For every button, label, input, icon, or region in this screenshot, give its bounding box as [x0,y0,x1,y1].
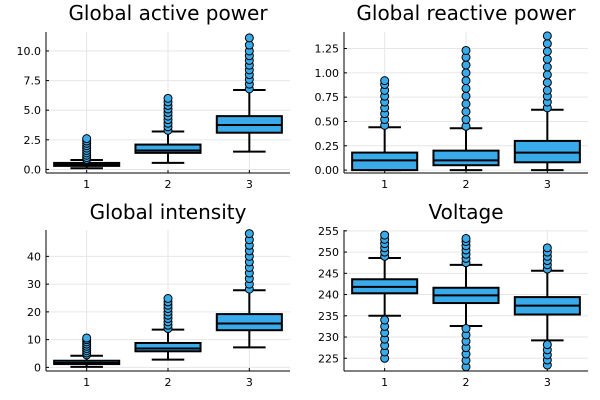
box-group [53,134,121,170]
box [134,143,202,154]
outlier-point [380,315,390,325]
chart-panel-1: 0.0 2.5 5.0 7.5 10.0 1 2 3 Global active power [17,1,290,191]
y-tick-label: 235 [318,310,339,323]
y-tick-label: 240 [318,289,339,302]
box-group [53,333,121,368]
outlier-point [244,33,254,43]
box [432,149,500,167]
x-tick-label: 2 [463,178,470,191]
x-tick-label: 3 [246,178,253,191]
x-tick-label: 2 [165,376,172,389]
outlier-point [461,76,471,86]
outlier-point [461,107,471,117]
x-tick-label: 1 [83,178,90,191]
x-tick-label: 2 [165,178,172,191]
outlier-point [542,31,552,41]
chart-panel-3: 0 10 20 30 40 1 2 3 Global intensity [27,200,290,389]
outlier-point [461,45,471,55]
y-tick-label: 0.00 [315,164,340,177]
y-tick-label: 0 [34,361,41,374]
outlier-point [461,324,471,334]
outlier-point [461,99,471,109]
chart-title: Global active power [68,1,268,25]
y-tick-label: 0.0 [24,163,42,176]
box-group [351,230,419,363]
x-tick-label: 2 [463,376,470,389]
box-group [513,31,581,172]
outlier-point [542,340,552,350]
outlier-point [461,91,471,101]
x-tick-label: 3 [544,178,551,191]
outlier-point [163,93,173,103]
y-tick-label: 0.75 [315,91,340,104]
x-tick-label: 1 [381,376,388,389]
y-tick-label: 0.25 [315,140,340,153]
y-tick-label: 7.5 [24,75,42,88]
y-tick-label: 30 [27,278,41,291]
chart-title: Voltage [428,200,503,224]
box-group [134,294,202,361]
x-tick-label: 1 [381,178,388,191]
outlier-point [542,39,552,49]
outlier-point [461,115,471,125]
outlier-point [542,78,552,88]
box-group [513,243,581,370]
outlier-point [461,60,471,70]
outlier-point [380,230,390,240]
x-tick-label: 3 [544,376,551,389]
outlier-point [163,294,173,304]
outlier-point [542,62,552,72]
outlier-point [542,85,552,95]
outlier-point [461,68,471,78]
box-group [215,229,283,349]
outlier-point [542,70,552,80]
y-tick-label: 1.25 [315,43,340,56]
box [134,341,202,353]
box [215,313,283,332]
x-tick-label: 3 [246,376,253,389]
outlier-point [542,243,552,253]
y-tick-label: 10.0 [17,45,42,58]
y-tick-label: 20 [27,306,41,319]
chart-panel-2: 0.00 0.25 0.50 0.75 1.00 1.25 1 2 3 Global reacti… [315,1,588,191]
chart-title: Global reactive power [356,1,576,25]
chart-title: Global intensity [90,200,247,224]
y-tick-label: 255 [318,225,339,238]
box-group [432,45,500,172]
y-tick-label: 10 [27,334,41,347]
outlier-point [461,83,471,93]
x-tick-label: 1 [83,376,90,389]
outlier-point [244,229,254,239]
outlier-point [82,333,92,343]
y-tick-label: 245 [318,267,339,280]
y-tick-label: 5.0 [24,104,42,117]
outlier-point [461,233,471,243]
chart-panel-4: 225 230 235 240 245 250 255 1 2 3 Voltage [318,200,588,389]
outlier-point [542,54,552,64]
box-group [351,76,419,172]
outlier-point [82,134,92,144]
y-tick-label: 40 [27,250,41,263]
outlier-point [542,46,552,56]
y-tick-label: 1.00 [315,67,340,80]
y-tick-label: 0.50 [315,115,340,128]
y-tick-label: 225 [318,352,339,365]
outlier-point [380,76,390,86]
y-tick-label: 2.5 [24,134,42,147]
box-group [432,233,500,372]
box-group [134,93,202,164]
y-tick-label: 230 [318,331,339,344]
y-tick-label: 250 [318,246,339,259]
box-group [215,33,283,153]
